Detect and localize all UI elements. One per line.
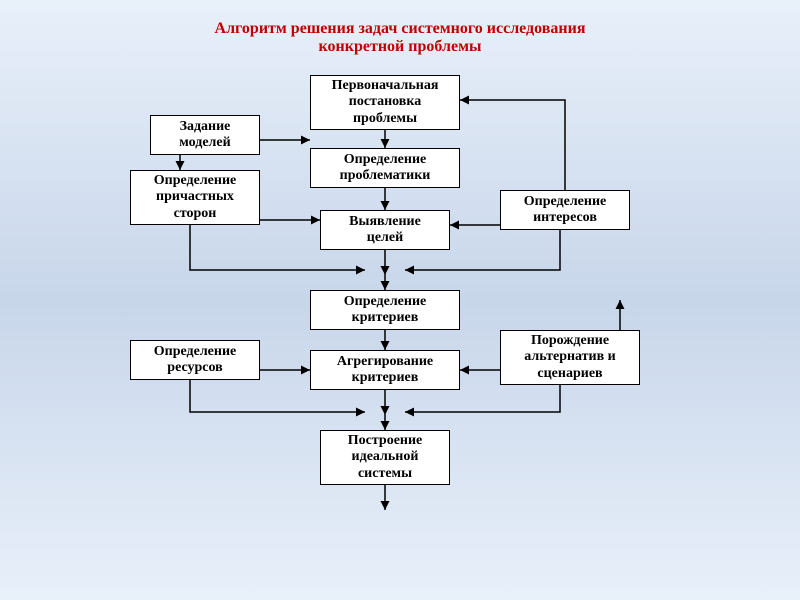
node-stakeholders: Определение причастных сторон — [130, 170, 260, 225]
node-aggregate: Агрегирование критериев — [310, 350, 460, 390]
node-initial-problem: Первоначальная постановка проблемы — [310, 75, 460, 130]
node-alternatives: Порождение альтернатив и сценариев — [500, 330, 640, 385]
node-ideal-system: Построение идеальной системы — [320, 430, 450, 485]
node-interests: Определение интересов — [500, 190, 630, 230]
node-models: Задание моделей — [150, 115, 260, 155]
node-goals: Выявление целей — [320, 210, 450, 250]
page-title: Алгоритм решения задач системного исслед… — [0, 20, 800, 56]
node-resources: Определение ресурсов — [130, 340, 260, 380]
node-problematics: Определение проблематики — [310, 148, 460, 188]
node-criteria: Определение критериев — [310, 290, 460, 330]
